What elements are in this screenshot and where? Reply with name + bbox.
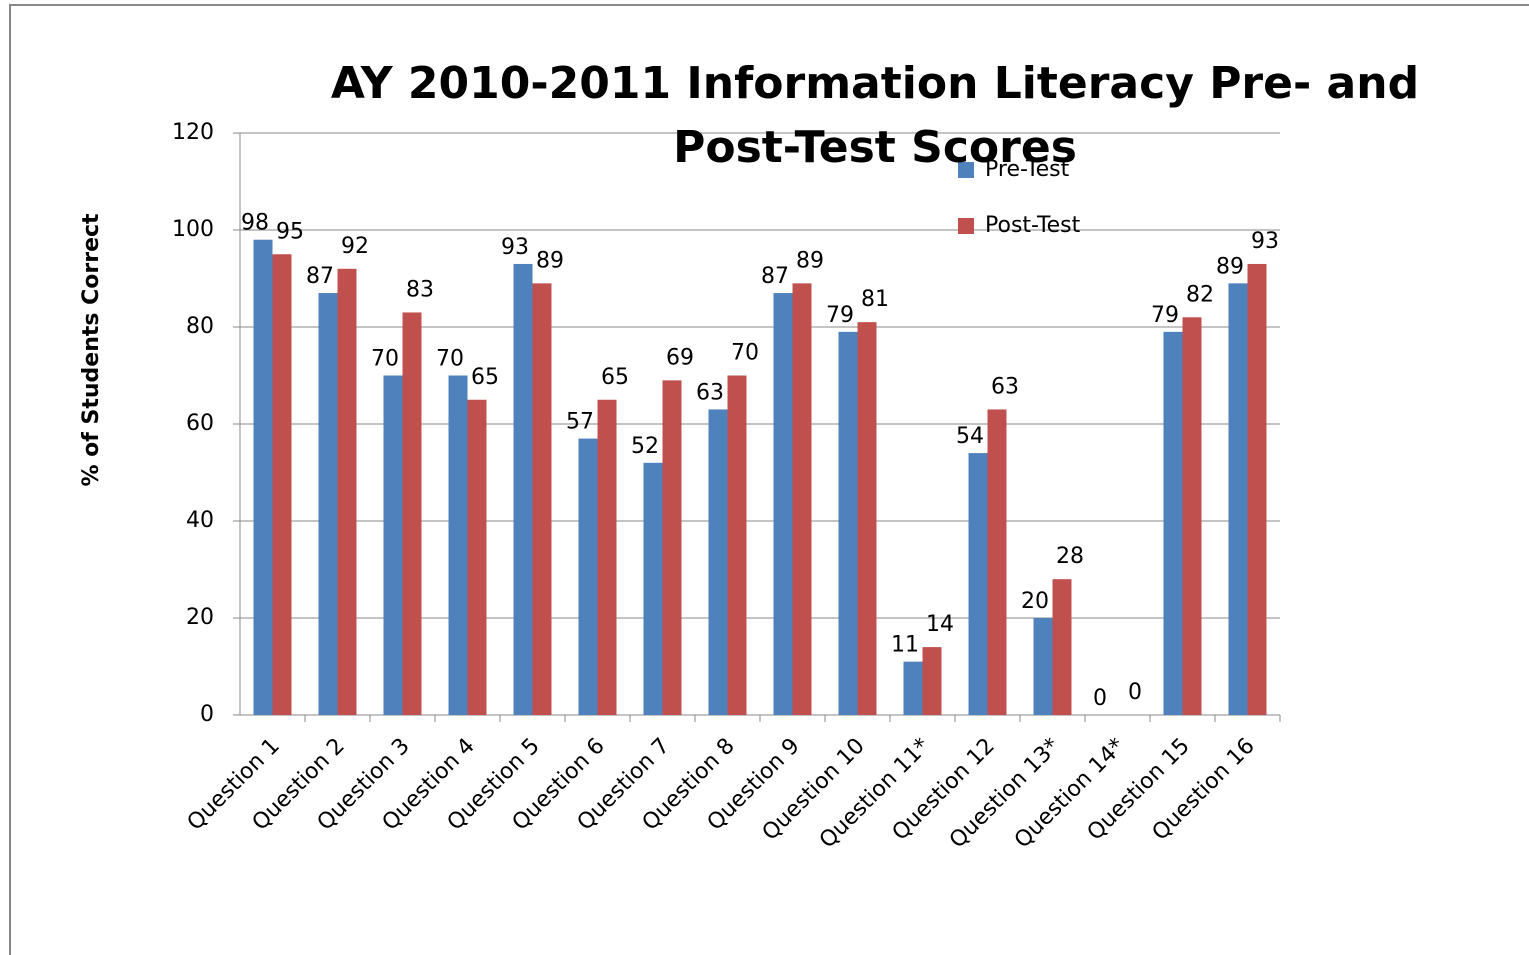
data-label: 95	[276, 219, 304, 244]
bar	[643, 462, 663, 715]
y-tick-label: 20	[186, 605, 214, 630]
data-label: 87	[761, 264, 789, 289]
data-label: 63	[696, 380, 724, 405]
y-tick-label: 40	[186, 508, 214, 533]
data-label: 14	[926, 612, 954, 637]
bar	[773, 293, 793, 715]
bar	[597, 399, 617, 715]
bar	[467, 399, 487, 715]
data-label: 70	[731, 341, 759, 366]
bar	[402, 312, 422, 715]
data-label: 81	[861, 287, 889, 312]
legend-label: Pre-Test	[985, 157, 1070, 182]
bar	[792, 283, 812, 715]
data-label: 20	[1021, 589, 1049, 614]
bar	[532, 283, 552, 715]
bar	[448, 375, 468, 715]
data-label: 98	[241, 211, 269, 236]
data-label: 70	[436, 347, 464, 372]
data-label: 87	[306, 264, 334, 289]
bar	[318, 293, 338, 715]
data-label: 65	[471, 365, 499, 390]
data-label: 69	[666, 345, 694, 370]
bar	[1247, 263, 1267, 715]
data-label: 11	[891, 633, 919, 658]
bar	[662, 380, 682, 715]
y-tick-label: 0	[200, 702, 214, 727]
legend-swatch	[958, 162, 974, 178]
bar	[1033, 618, 1053, 715]
bar	[1182, 317, 1202, 715]
bar	[1163, 331, 1183, 715]
bar	[987, 409, 1007, 715]
data-label: 57	[566, 410, 594, 435]
bar	[903, 661, 923, 715]
legend-swatch	[958, 218, 974, 234]
bar	[838, 331, 858, 715]
bar	[1052, 579, 1072, 715]
bar	[922, 647, 942, 715]
data-label: 65	[601, 365, 629, 390]
bar	[337, 268, 357, 715]
bar	[578, 438, 598, 715]
y-tick-label: 60	[186, 411, 214, 436]
data-label: 79	[1151, 303, 1179, 328]
bar	[383, 375, 403, 715]
data-label: 89	[1216, 254, 1244, 279]
data-label: 92	[341, 234, 369, 259]
data-label: 70	[371, 347, 399, 372]
data-label: 89	[536, 248, 564, 273]
chart-border	[9, 4, 1529, 955]
y-axis-label: % of Students Correct	[79, 213, 104, 487]
data-label: 79	[826, 303, 854, 328]
bar	[708, 409, 728, 715]
data-label: 28	[1056, 544, 1084, 569]
legend-label: Post-Test	[985, 213, 1081, 238]
bar	[272, 254, 292, 715]
bar	[513, 263, 533, 715]
data-label: 82	[1186, 282, 1214, 307]
y-tick-label: 100	[172, 217, 214, 242]
data-label: 93	[1251, 229, 1279, 254]
data-label: 0	[1093, 686, 1107, 711]
data-label: 52	[631, 434, 659, 459]
data-label: 83	[406, 277, 434, 302]
data-label: 89	[796, 248, 824, 273]
y-tick-label: 80	[186, 314, 214, 339]
bar	[253, 239, 273, 715]
y-tick-label: 120	[172, 120, 214, 145]
bar	[968, 453, 988, 715]
chart-title: AY 2010-2011 Information Literacy Pre- a…	[330, 58, 1420, 173]
data-label: 63	[991, 374, 1019, 399]
bar	[727, 375, 747, 715]
data-label: 54	[956, 424, 984, 449]
data-label: 93	[501, 235, 529, 260]
bar	[1228, 283, 1248, 715]
data-label: 0	[1128, 680, 1142, 705]
bar	[857, 322, 877, 715]
